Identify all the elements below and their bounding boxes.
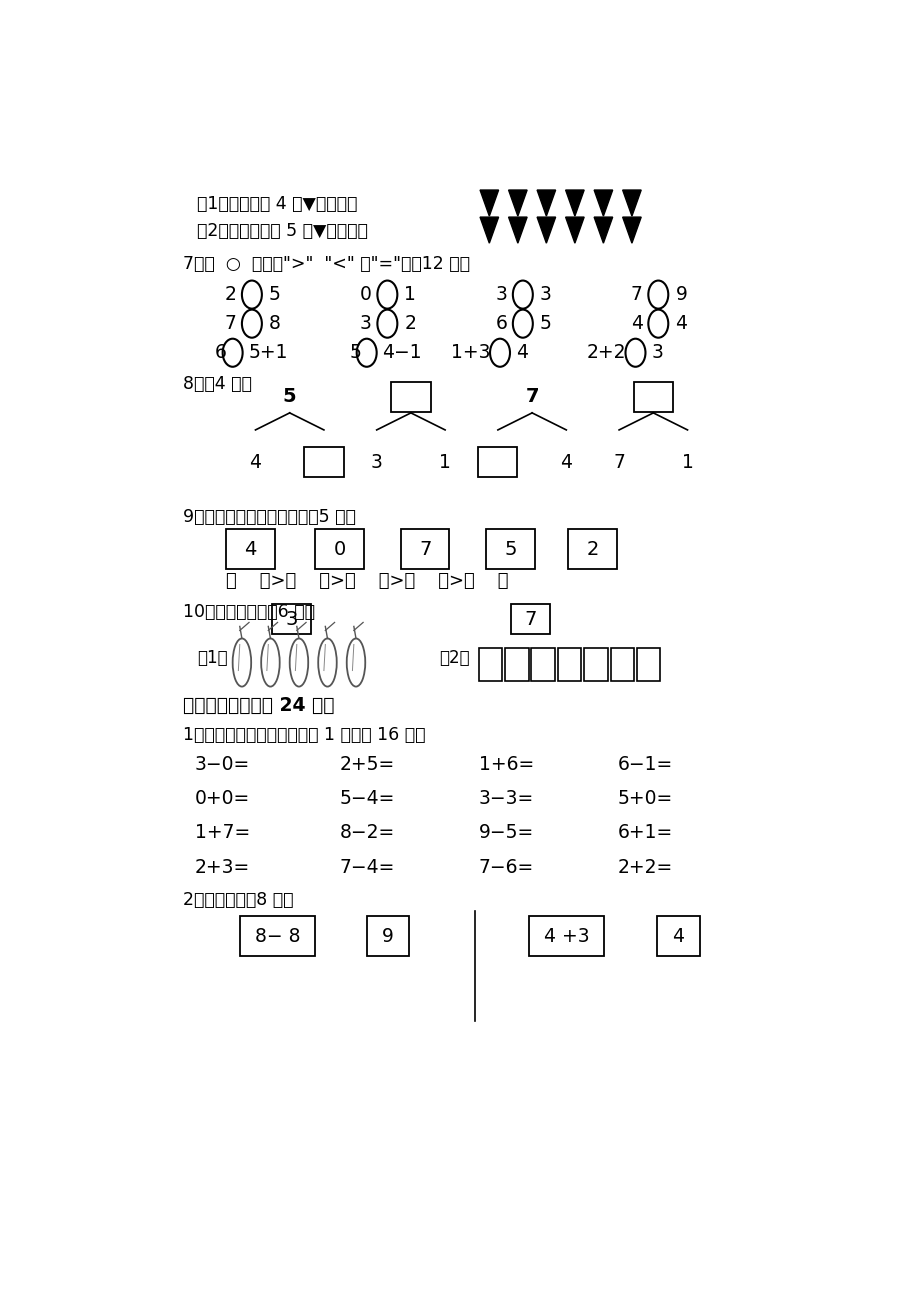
Text: 6+1=: 6+1= xyxy=(617,823,672,842)
Text: 3−3=: 3−3= xyxy=(478,789,533,809)
Text: 2+2: 2+2 xyxy=(586,344,626,362)
Text: 0: 0 xyxy=(333,540,346,559)
Text: 4: 4 xyxy=(516,344,528,362)
Text: 9−5=: 9−5= xyxy=(478,823,533,842)
Text: 2: 2 xyxy=(586,540,598,559)
Polygon shape xyxy=(508,190,527,216)
Polygon shape xyxy=(622,190,641,216)
Text: 0+0=: 0+0= xyxy=(195,789,250,809)
Text: 7: 7 xyxy=(612,453,624,471)
Text: 7: 7 xyxy=(418,540,431,559)
Text: （    ）>（    ）>（    ）>（    ）>（    ）: （ ）>（ ）>（ ）>（ ）>（ ） xyxy=(225,573,507,590)
Text: 3: 3 xyxy=(539,285,551,305)
Text: 4: 4 xyxy=(560,453,572,471)
Text: 7−4=: 7−4= xyxy=(339,858,394,876)
Text: 6: 6 xyxy=(494,314,506,333)
Text: 5: 5 xyxy=(504,540,516,559)
Text: （1）把左边的 4 个▼圈起来：: （1）把左边的 4 个▼圈起来： xyxy=(197,195,357,214)
Text: 2+2=: 2+2= xyxy=(617,858,672,876)
Text: 4 +3: 4 +3 xyxy=(543,927,588,945)
Text: 8: 8 xyxy=(268,314,280,333)
Text: 6−1=: 6−1= xyxy=(617,755,672,775)
Text: 2: 2 xyxy=(224,285,236,305)
Text: 7: 7 xyxy=(630,285,641,305)
Text: 2、我会连。（8 分）: 2、我会连。（8 分） xyxy=(183,891,293,909)
Text: 8、（4 分）: 8、（4 分） xyxy=(183,375,251,393)
Text: 7、在  ○  里填上">"  "<" 或"="。（12 分）: 7、在 ○ 里填上">" "<" 或"="。（12 分） xyxy=(183,254,470,272)
Text: （1）: （1） xyxy=(197,648,227,667)
Text: 9、我会从大到小排一排。（5 分）: 9、我会从大到小排一排。（5 分） xyxy=(183,508,356,526)
Text: 1: 1 xyxy=(438,453,450,471)
Text: 2+3=: 2+3= xyxy=(195,858,250,876)
Text: 3: 3 xyxy=(494,285,506,305)
Text: 4: 4 xyxy=(672,927,684,945)
Polygon shape xyxy=(537,190,555,216)
Text: 0: 0 xyxy=(359,285,371,305)
Polygon shape xyxy=(537,217,555,243)
Text: 5−4=: 5−4= xyxy=(339,789,394,809)
Text: 8− 8: 8− 8 xyxy=(255,927,300,945)
Text: 1: 1 xyxy=(404,285,416,305)
Text: 10、看数涂色。（6 分）: 10、看数涂色。（6 分） xyxy=(183,603,314,621)
Polygon shape xyxy=(594,190,612,216)
Text: 1: 1 xyxy=(681,453,693,471)
Text: 3: 3 xyxy=(285,609,298,629)
Text: 8−2=: 8−2= xyxy=(339,823,394,842)
Text: 5: 5 xyxy=(348,344,360,362)
Text: 4: 4 xyxy=(675,314,686,333)
Text: 6: 6 xyxy=(215,344,227,362)
Text: 5+0=: 5+0= xyxy=(617,789,672,809)
Text: 4: 4 xyxy=(249,453,261,471)
Text: 3−0=: 3−0= xyxy=(195,755,250,775)
Text: 5: 5 xyxy=(268,285,280,305)
Text: 1+7=: 1+7= xyxy=(195,823,250,842)
Polygon shape xyxy=(480,190,498,216)
Text: 3: 3 xyxy=(651,344,663,362)
Text: 7−6=: 7−6= xyxy=(478,858,533,876)
Text: 3: 3 xyxy=(370,453,382,471)
Text: 7: 7 xyxy=(224,314,236,333)
Polygon shape xyxy=(508,217,527,243)
Text: 2+5=: 2+5= xyxy=(339,755,394,775)
Polygon shape xyxy=(594,217,612,243)
Text: 7: 7 xyxy=(524,609,537,629)
Text: （2）把从左数第 5 个▼圈起来：: （2）把从左数第 5 个▼圈起来： xyxy=(197,223,368,241)
Text: （2）: （2） xyxy=(439,648,470,667)
Text: 7: 7 xyxy=(525,388,539,406)
Text: 9: 9 xyxy=(675,285,686,305)
Text: 1+3: 1+3 xyxy=(450,344,490,362)
Text: 5: 5 xyxy=(539,314,551,333)
Text: 3: 3 xyxy=(359,314,371,333)
Polygon shape xyxy=(480,217,498,243)
Text: 1+6=: 1+6= xyxy=(478,755,533,775)
Polygon shape xyxy=(622,217,641,243)
Polygon shape xyxy=(565,190,584,216)
Text: 4−1: 4−1 xyxy=(382,344,422,362)
Text: 5: 5 xyxy=(282,388,296,406)
Text: 5+1: 5+1 xyxy=(248,344,288,362)
Text: 1、直接写出得数。（每小题 1 分，共 16 分）: 1、直接写出得数。（每小题 1 分，共 16 分） xyxy=(183,725,425,743)
Text: 4: 4 xyxy=(244,540,256,559)
Text: 9: 9 xyxy=(381,927,393,945)
Text: 二．我会算。（共 24 分）: 二．我会算。（共 24 分） xyxy=(183,697,334,715)
Text: 4: 4 xyxy=(630,314,641,333)
Polygon shape xyxy=(565,217,584,243)
Text: 2: 2 xyxy=(404,314,416,333)
